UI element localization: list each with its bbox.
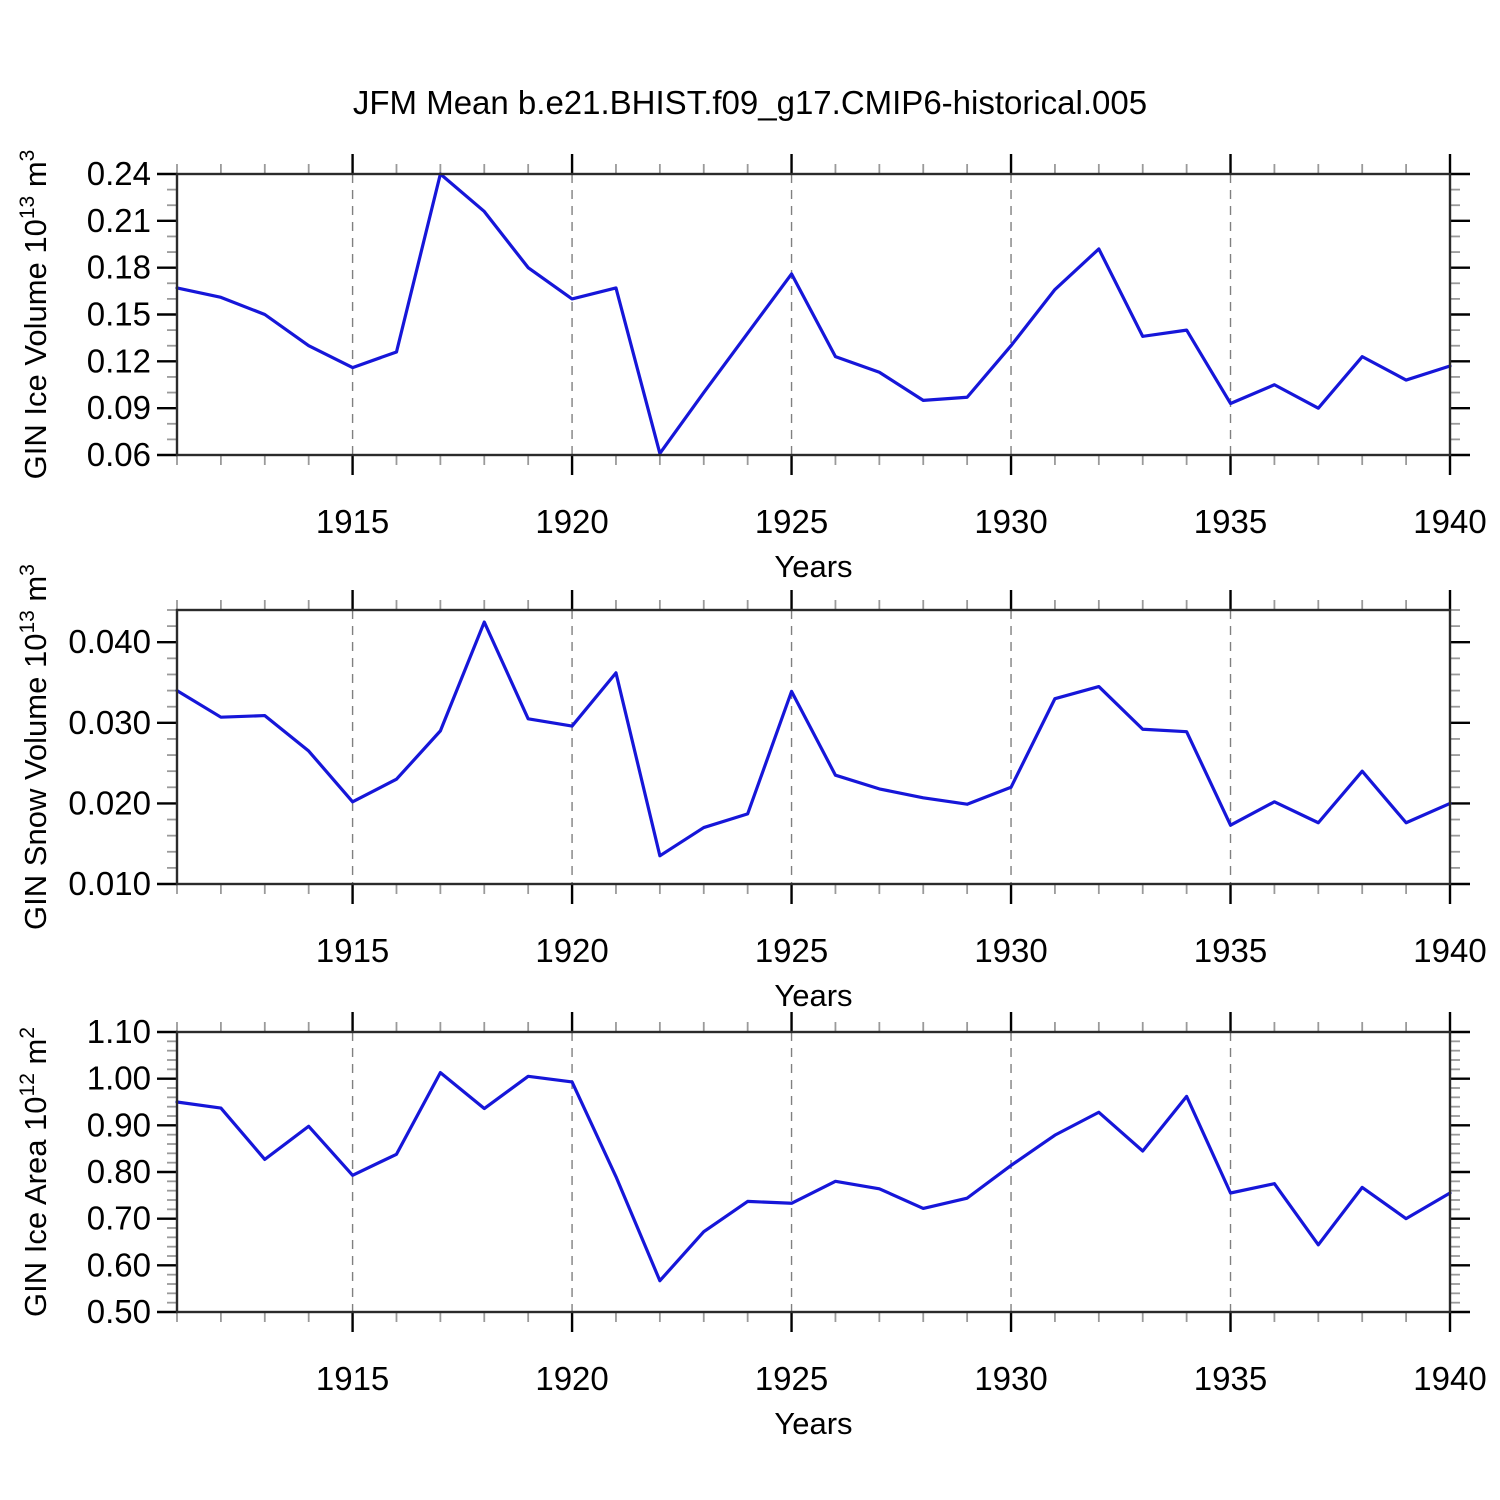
y-tick-label: 0.24 <box>87 155 151 192</box>
gin-snow-volume-line <box>175 620 1452 858</box>
y-tick-label: 0.15 <box>87 296 151 333</box>
y-axis-title: GIN Ice Volume 1013 m3 <box>16 150 53 480</box>
y-tick-label: 0.18 <box>87 249 151 286</box>
y-axis-title: GIN Ice Area 1012 m2 <box>16 1027 53 1317</box>
y-tick-label: 0.90 <box>87 1106 151 1143</box>
y-tick-label: 0.70 <box>87 1200 151 1237</box>
plot-border <box>175 1030 1452 1314</box>
y-tick-label: 0.21 <box>87 202 151 239</box>
y-tick-label: 0.60 <box>87 1246 151 1283</box>
gin-ice-volume-line <box>175 172 1452 456</box>
x-tick-label: 1940 <box>1413 503 1486 540</box>
y-tick-label: 0.010 <box>68 865 151 902</box>
x-tick-label: 1930 <box>974 503 1047 540</box>
chart-title: JFM Mean b.e21.BHIST.f09_g17.CMIP6-histo… <box>352 84 1148 121</box>
panel-gin-ice-volume: 0.06 0.09 0.12 0.15 0.18 0.21 0.24 1915 1920 1925… <box>16 150 1487 584</box>
y-tick-label: 1.00 <box>87 1060 151 1097</box>
x-axis-title: Years <box>774 978 852 1013</box>
panel-gin-snow-volume: 0.010 0.020 0.030 0.040 1915 1920 1925 1930 1935… <box>16 564 1487 1013</box>
x-tick-label: 1935 <box>1194 932 1267 969</box>
x-tick-label: 1935 <box>1194 503 1267 540</box>
x-tick-label: 1920 <box>535 1360 608 1397</box>
x-tick-label: 1925 <box>755 1360 828 1397</box>
y-tick-label: 0.12 <box>87 342 151 379</box>
x-tick-label: 1915 <box>316 1360 389 1397</box>
y-tick-label: 0.06 <box>87 436 151 473</box>
y-axis-title: GIN Snow Volume 1013 m3 <box>16 564 53 930</box>
x-tick-label: 1920 <box>535 932 608 969</box>
x-tick-label: 1940 <box>1413 932 1486 969</box>
x-tick-label: 1915 <box>316 503 389 540</box>
gin-ice-area-line <box>175 1070 1452 1283</box>
y-tick-label: 0.50 <box>87 1293 151 1330</box>
x-tick-label: 1935 <box>1194 1360 1267 1397</box>
x-tick-label: 1940 <box>1413 1360 1486 1397</box>
y-tick-label: 0.030 <box>68 704 151 741</box>
x-tick-label: 1920 <box>535 503 608 540</box>
y-tick-label: 0.040 <box>68 623 151 660</box>
x-tick-label: 1930 <box>974 932 1047 969</box>
x-axis-title: Years <box>774 1406 852 1441</box>
x-tick-label: 1925 <box>755 503 828 540</box>
y-tick-label: 1.10 <box>87 1013 151 1050</box>
x-tick-label: 1915 <box>316 932 389 969</box>
y-tick-label: 0.09 <box>87 389 151 426</box>
y-tick-label: 0.020 <box>68 784 151 821</box>
x-tick-label: 1925 <box>755 932 828 969</box>
plot-border <box>175 608 1452 886</box>
x-axis-title: Years <box>774 549 852 584</box>
y-tick-label: 0.80 <box>87 1153 151 1190</box>
panel-gin-ice-area: 0.50 0.60 0.70 0.80 0.90 1.00 1.10 1915 1920 1925… <box>16 1012 1487 1441</box>
x-tick-label: 1930 <box>974 1360 1047 1397</box>
plot-border <box>175 172 1452 457</box>
